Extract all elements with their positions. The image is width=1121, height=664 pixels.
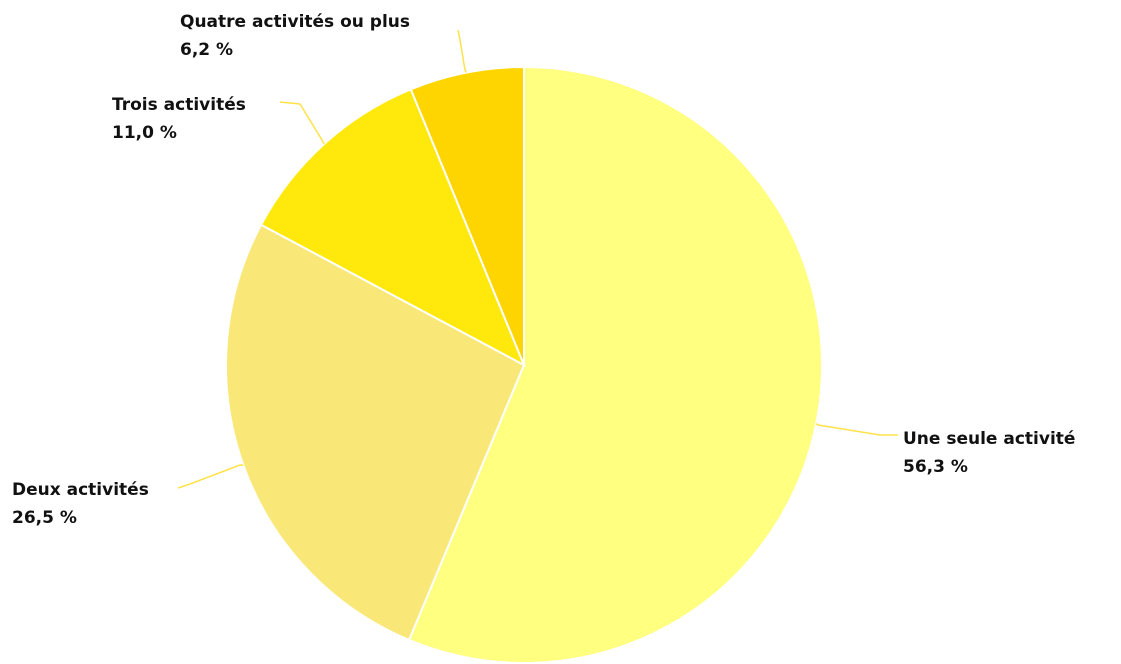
slice-label-deux: Deux activités (12, 480, 149, 500)
slice-labels: Une seule activité 56,3 % Deux activités… (12, 12, 1075, 528)
slice-label-trois: Trois activités (112, 95, 246, 115)
leader-line-une-seule (815, 423, 898, 436)
pie-slices (225, 65, 823, 664)
leader-line-quatre (457, 29, 467, 73)
pie-slice-trois (259, 88, 526, 368)
slice-value-une-seule: 56,3 % (903, 457, 968, 477)
leader-line-trois (279, 101, 325, 145)
slice-value-quatre: 6,2 % (180, 40, 233, 60)
leader-line-deux (177, 464, 244, 489)
slice-label-quatre: Quatre activités ou plus (180, 12, 410, 32)
slice-label-une-seule: Une seule activité (903, 429, 1075, 449)
leader-lines (177, 29, 898, 489)
slice-value-deux: 26,5 % (12, 508, 77, 528)
pie-slice-une-seule (407, 65, 823, 664)
pie-slice-deux (225, 223, 526, 642)
pie-slice-quatre (409, 65, 525, 366)
slice-value-trois: 11,0 % (112, 123, 177, 143)
